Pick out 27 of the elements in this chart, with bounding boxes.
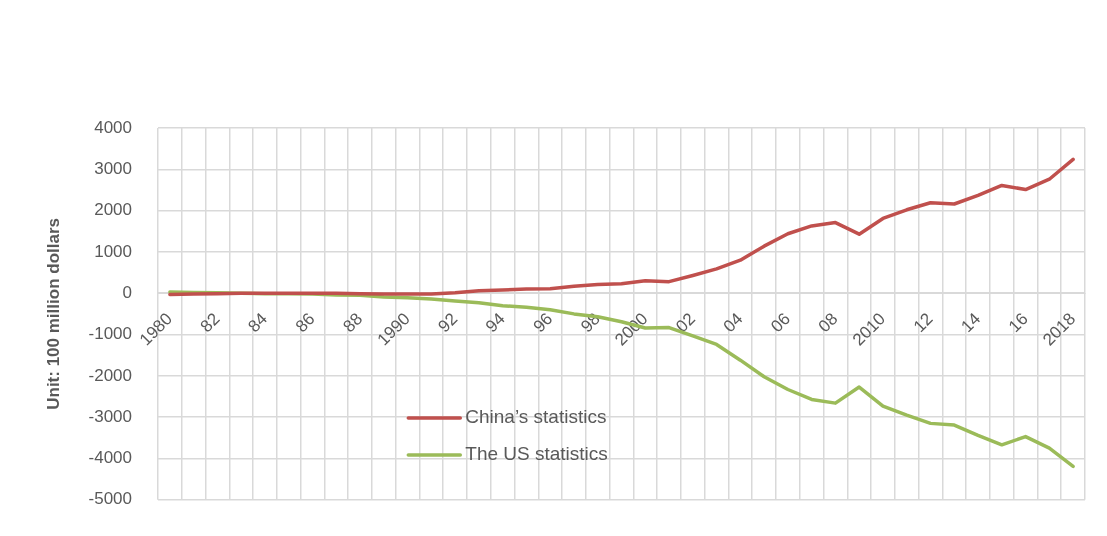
x-tick-label: 02 (672, 309, 699, 336)
x-tick-label: 88 (339, 309, 367, 336)
y-tick-label: -5000 (88, 489, 132, 509)
y-tick-label: 3000 (94, 159, 132, 178)
y-tick-label: -1000 (88, 324, 132, 344)
y-tick-label: -4000 (88, 448, 132, 468)
y-tick-label: 0 (122, 282, 132, 302)
x-tick-label: 16 (1004, 309, 1032, 336)
x-tick-label: 82 (196, 309, 224, 336)
legend-label: The US statistics (465, 443, 608, 465)
y-tick-label: 1000 (94, 241, 132, 261)
x-tick-label: 14 (957, 309, 985, 336)
x-tick-label: 06 (767, 309, 795, 336)
x-tick-label: 94 (481, 309, 509, 336)
y-tick-label: -3000 (88, 406, 132, 426)
x-tick-label: 84 (244, 309, 272, 336)
y-tick-label: 4000 (94, 117, 132, 137)
x-tick-label: 04 (719, 309, 747, 336)
y-tick-label: 2000 (94, 200, 132, 220)
x-tick-label: 12 (909, 309, 937, 336)
x-tick-label: 96 (529, 309, 557, 336)
x-tick-label: 86 (291, 309, 319, 336)
y-tick-label: -2000 (88, 365, 132, 385)
x-tick-label: 92 (434, 309, 462, 336)
y-axis-title: Unit: 100 million dollars (43, 218, 63, 410)
x-tick-label: 08 (814, 309, 842, 336)
legend-label: China’s statistics (465, 406, 607, 428)
